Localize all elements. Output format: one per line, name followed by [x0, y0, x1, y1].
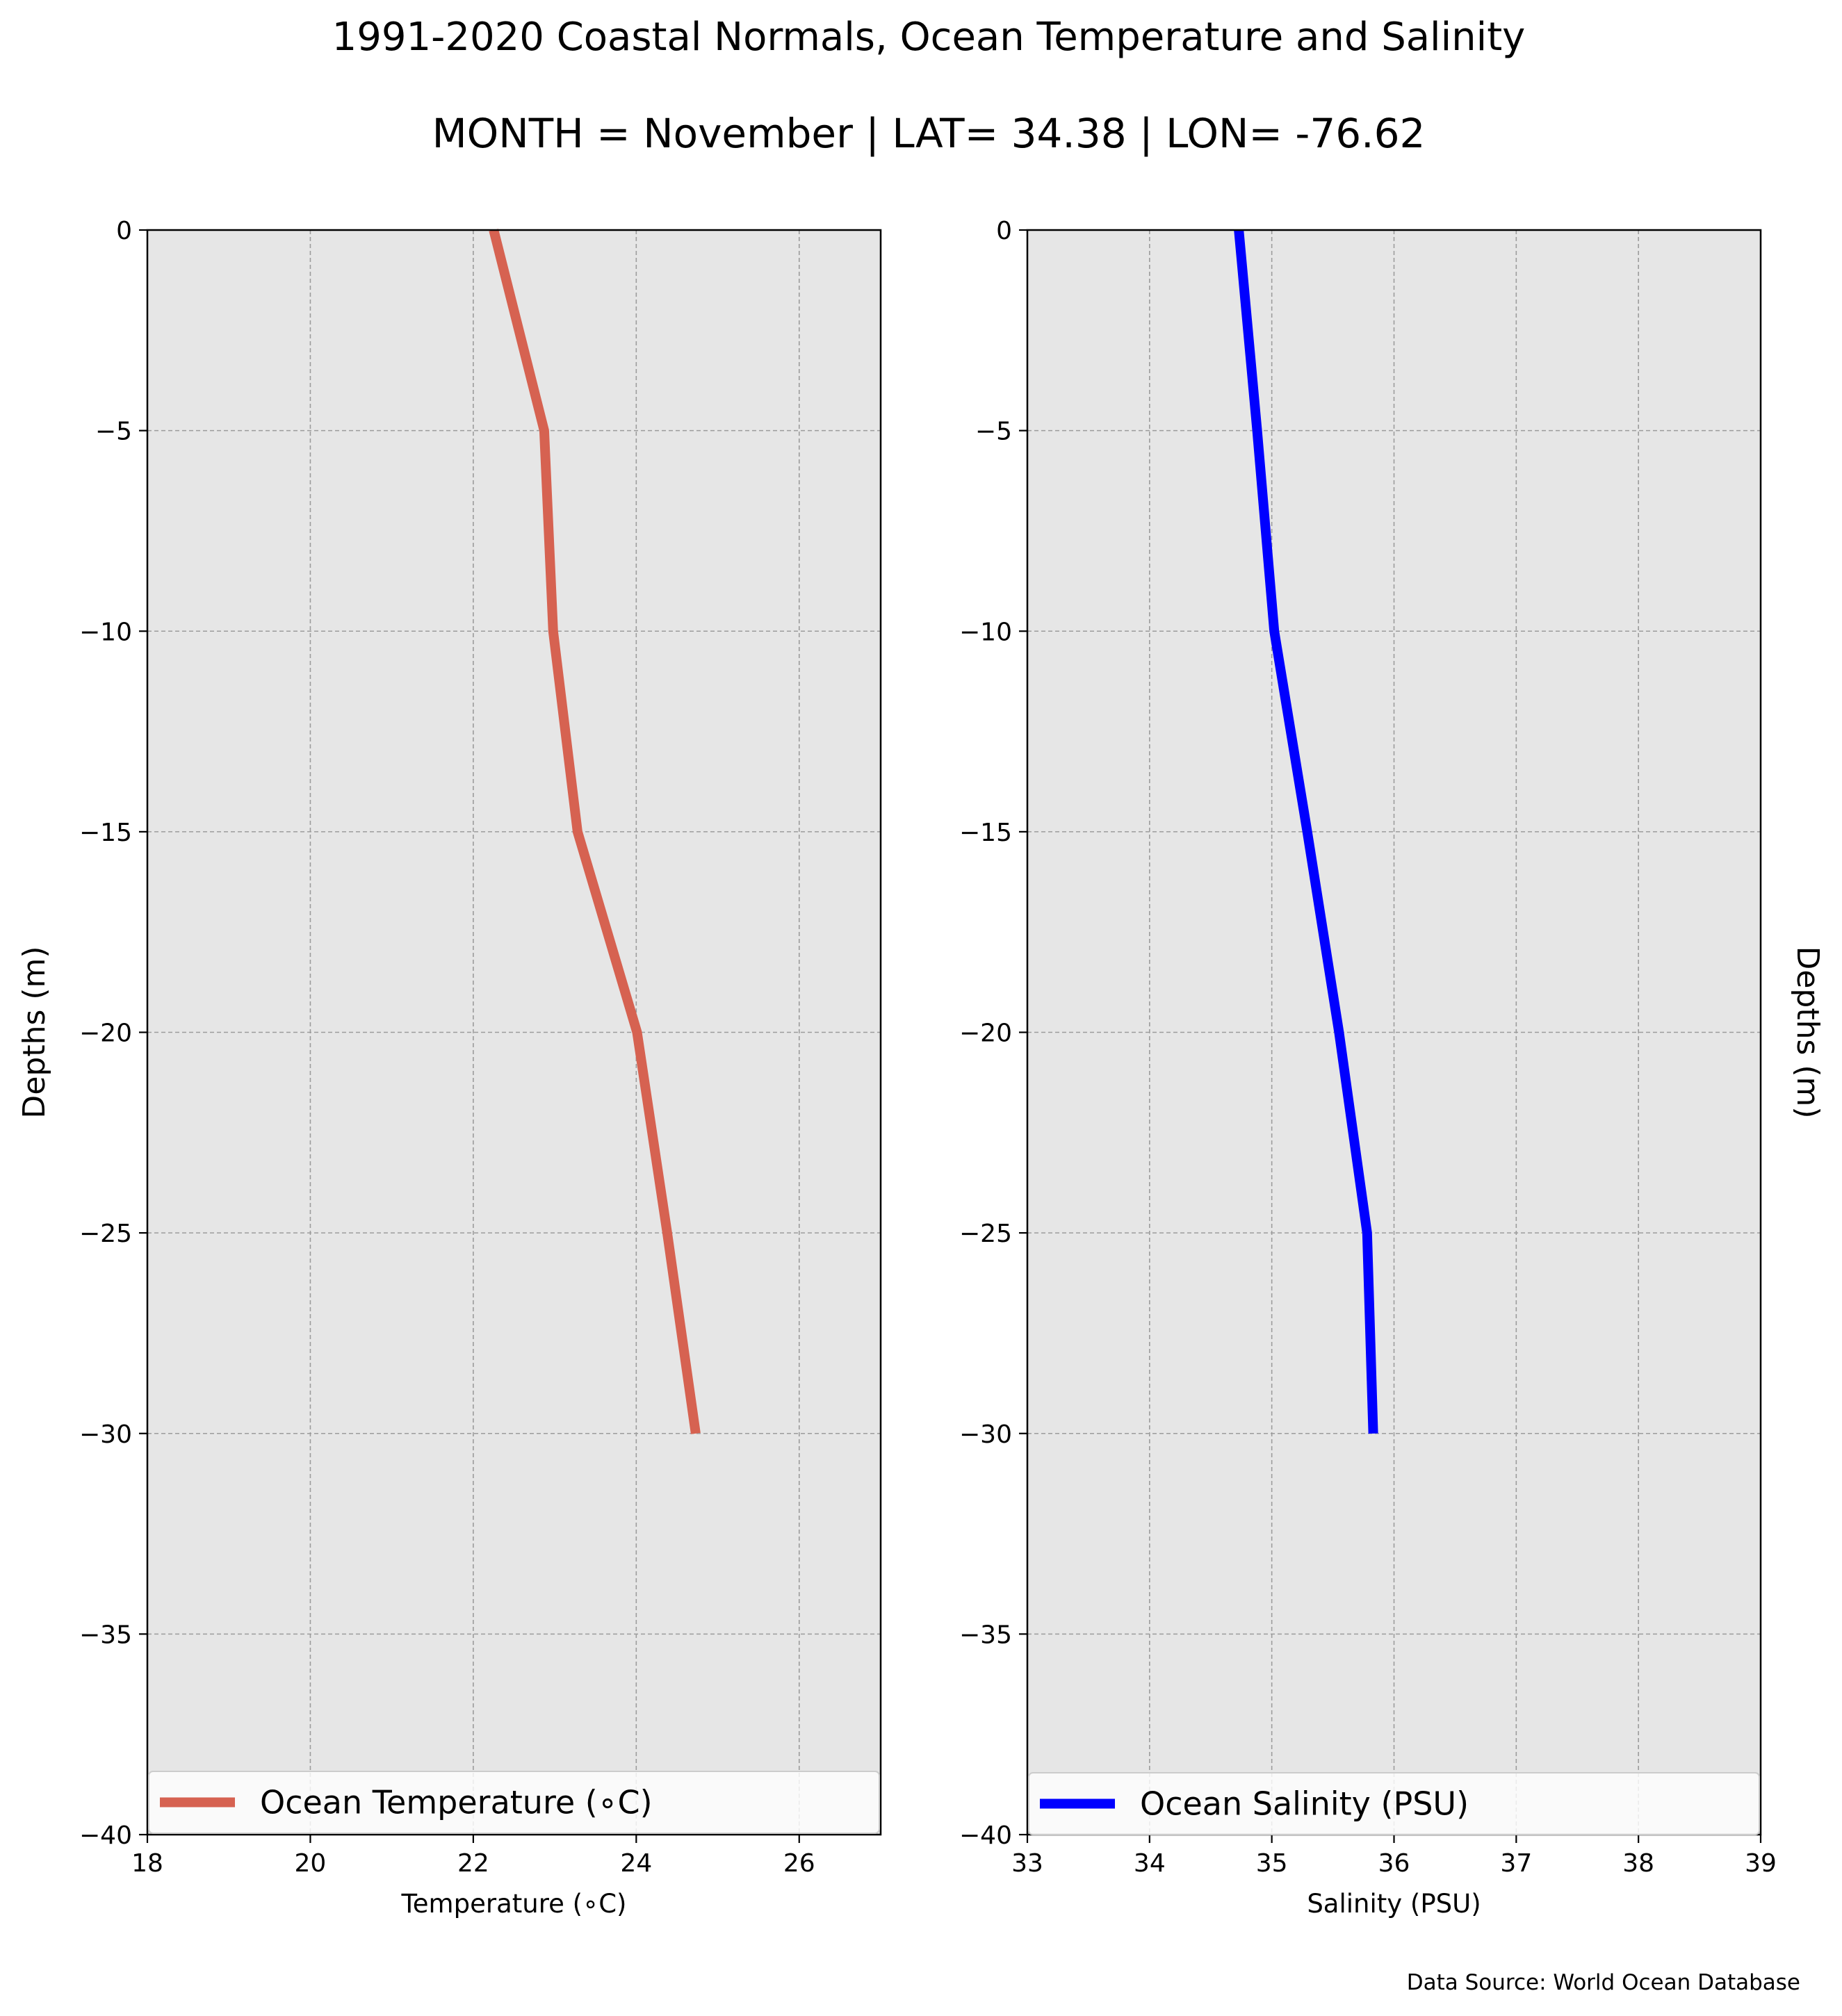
y-tick-label: −20	[959, 1019, 1012, 1048]
y-tick-label: −30	[959, 1420, 1012, 1449]
legend-label: Ocean Temperature (∘C)	[260, 1784, 653, 1821]
y-tick-label: −35	[79, 1621, 132, 1649]
x-tick-label: 38	[1622, 1849, 1654, 1878]
x-tick-label: 35	[1256, 1849, 1288, 1878]
y-tick-label: −25	[79, 1220, 132, 1248]
x-tick-label: 18	[131, 1849, 163, 1878]
y-axis-label: Depths (m)	[1790, 946, 1825, 1118]
series-line-0	[489, 229, 701, 1434]
y-tick-label: −15	[959, 819, 1012, 847]
y-tick-label: −30	[79, 1420, 132, 1449]
x-tick-label: 22	[457, 1849, 489, 1878]
temperature-panel: 18 20 22 24 26 0 −5 −10 −15 −20 −25 −30 −35 −40 Temper…	[17, 217, 882, 1919]
y-tick-label: −15	[79, 819, 132, 847]
x-tick-label: 34	[1134, 1849, 1166, 1878]
y-axis-label: Depths (m)	[17, 946, 52, 1118]
figure-title: 1991-2020 Coastal Normals, Ocean Tempera…	[332, 15, 1526, 60]
y-tick-label: −40	[959, 1821, 1012, 1850]
y-tick-label: −5	[95, 418, 132, 446]
x-tick-label: 37	[1500, 1849, 1532, 1878]
x-tick-label: 39	[1745, 1849, 1777, 1878]
x-tick-label: 26	[783, 1849, 815, 1878]
y-tick-label: −10	[959, 618, 1012, 646]
y-tick-label: −10	[79, 618, 132, 646]
series-line-0	[1234, 229, 1378, 1434]
figure-subtitle: MONTH = November | LAT= 34.38 | LON= -76…	[432, 110, 1426, 157]
x-axis-label: Salinity (PSU)	[1307, 1889, 1481, 1919]
x-axis-label: Temperature (∘C)	[400, 1889, 626, 1919]
y-tick-label: −5	[975, 418, 1012, 446]
x-tick-label: 24	[620, 1849, 652, 1878]
salinity-panel: 33 34 35 36 37 38 39 0 −5 −10 −15 −20 −25 −30 −35 −40 Sa…	[959, 217, 1825, 1919]
y-tick-label: 0	[116, 217, 132, 245]
y-tick-label: −25	[959, 1220, 1012, 1248]
legend-box	[148, 1771, 880, 1834]
x-tick-label: 20	[295, 1849, 327, 1878]
x-tick-label: 33	[1011, 1849, 1043, 1878]
y-tick-label: −20	[79, 1019, 132, 1048]
y-tick-label: −35	[959, 1621, 1012, 1649]
plot-area	[147, 230, 881, 1835]
legend-box	[1028, 1772, 1760, 1835]
data-source-note: Data Source: World Ocean Database	[1407, 1970, 1800, 1995]
y-tick-label: 0	[996, 217, 1012, 245]
y-tick-label: −40	[79, 1821, 132, 1850]
x-tick-label: 36	[1378, 1849, 1410, 1878]
legend-label: Ocean Salinity (PSU)	[1140, 1785, 1469, 1823]
